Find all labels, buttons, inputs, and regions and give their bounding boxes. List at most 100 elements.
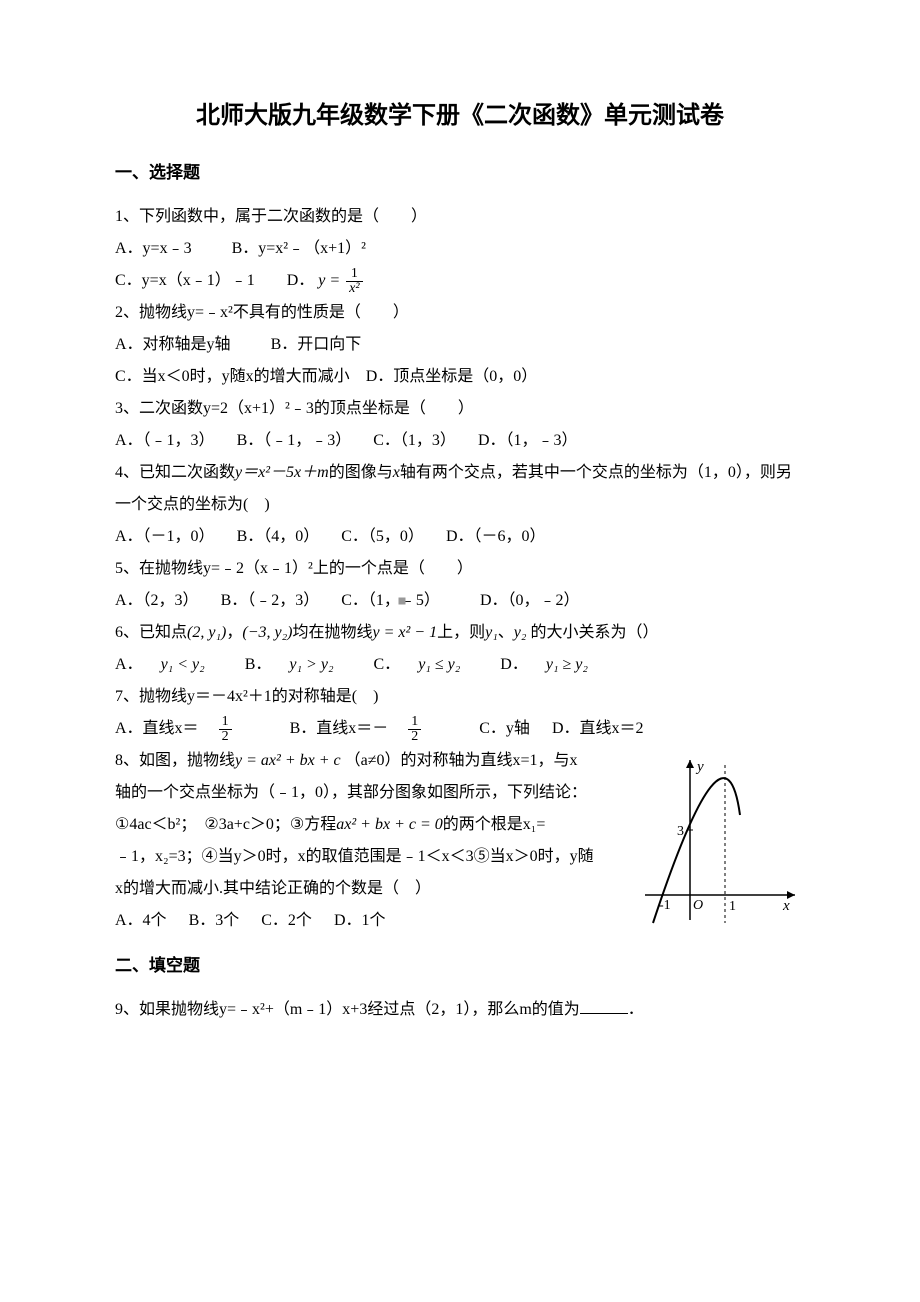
q8-l1b: （a≠0）的对称轴为直线x=1，与x [345, 752, 578, 769]
q1-d-den: x² [346, 282, 362, 296]
label-m1: -1 [659, 898, 671, 913]
label-3: 3 [677, 824, 684, 839]
q3-opt-c: C．（1，3） [373, 432, 456, 449]
q6-c-expr: y₁ ≤ y₂ [418, 656, 460, 673]
q4-options: A．（－1，0） B．（4，0） C．（5，0） D．（－6，0） [115, 521, 805, 553]
q7-b-num: 1 [408, 715, 421, 730]
label-x: x [782, 898, 790, 914]
q6-s4: 的大小关系为（） [526, 624, 658, 641]
q8-l1: 8、如图，抛物线y = ax² + bx + c （a≠0）的对称轴为直线x=1… [115, 745, 625, 777]
q3-opt-a: A．（﹣1，3） [115, 432, 215, 449]
q6-s2: 均在抛物线 [292, 624, 372, 641]
section-1-heading: 一、选择题 [115, 158, 805, 183]
q8-l3b: 的两个根是x₁= [443, 816, 546, 833]
label-y: y [695, 759, 704, 775]
q7-b-frac: 12 [408, 715, 439, 744]
section-2-heading: 二、填空题 [115, 951, 805, 976]
q1-opt-d-left: y = [318, 272, 340, 289]
q7-opt-d: D．直线x＝2 [552, 720, 644, 737]
q2-opt-d: D．顶点坐标是（0，0） [366, 368, 538, 385]
q8-text: 8、如图，抛物线y = ax² + bx + c （a≠0）的对称轴为直线x=1… [115, 745, 625, 937]
q8-l5: x的增大而减小.其中结论正确的个数是（ ） [115, 873, 625, 905]
q6-opt-b: B． y₁ > y₂ [245, 656, 352, 673]
q1-opt-b: B．y=x²﹣（x+1）² [232, 240, 366, 257]
q6-a-lbl: A． [115, 656, 143, 673]
q6-s1: 6、已知点 [115, 624, 187, 641]
q1-opt-d-prefix: D． [287, 272, 315, 289]
q2-opt-a: A．对称轴是y轴 [115, 336, 231, 353]
document-title: 北师大版九年级数学下册《二次函数》单元测试卷 [115, 95, 805, 130]
q9-blank [580, 999, 628, 1014]
q4-s1: 4、已知二次函数 [115, 464, 235, 481]
q9-tail: ． [628, 1001, 644, 1018]
q8-expr1: y = ax² + bx + c [235, 752, 341, 769]
q5-opt-c: C．（1，﹣5） [341, 592, 440, 609]
q4-opt-d: D．（－6，0） [446, 528, 546, 545]
q8-block: 8、如图，抛物线y = ax² + bx + c （a≠0）的对称轴为直线x=1… [115, 745, 805, 937]
watermark-dot [398, 597, 405, 604]
q7-opt-a: A．直线x＝12 [115, 720, 272, 737]
q3-options: A．（﹣1，3） B．（﹣1，﹣3） C．（1，3） D．（1，﹣3） [115, 425, 805, 457]
q1-opt-d-frac: 1 x² [346, 267, 362, 296]
q7-stem: 7、抛物线y＝－4x²＋1的对称轴是( ) [115, 681, 805, 713]
q4-opt-b: B．（4，0） [237, 528, 320, 545]
q6-c-lbl: C． [374, 656, 401, 673]
q7-opt-b: B．直线x＝－12 [290, 720, 462, 737]
q6-comma: ， [226, 624, 242, 641]
q8-l1a: 8、如图，抛物线 [115, 752, 235, 769]
q4-expr: y＝x²－5x＋m [235, 464, 329, 481]
q2-row2: C．当x＜0时，y随x的增大而减小 D．顶点坐标是（0，0） [115, 361, 805, 393]
q7-a-num: 1 [219, 715, 232, 730]
label-O: O [693, 898, 703, 913]
q6-b-expr: y₁ > y₂ [289, 656, 333, 673]
q2-opt-b: B．开口向下 [271, 336, 362, 353]
q8-opt-d: D．1个 [334, 912, 386, 929]
q6-s3: 上，则 [437, 624, 485, 641]
q6-p1: (2, y₁) [187, 624, 226, 641]
q8-l3a: ①4ac＜b²； ②3a+c＞0；③方程 [115, 816, 336, 833]
q2-opt-c: C．当x＜0时，y随x的增大而减小 [115, 368, 350, 385]
q3-opt-b: B．（﹣1，﹣3） [237, 432, 352, 449]
q5-options: A．（2，3） B．（﹣2，3） C．（1，﹣5） D．（0，﹣2） [115, 585, 805, 617]
q6-y2: y₂ [514, 624, 527, 641]
q5-opt-a: A．（2，3） [115, 592, 199, 609]
q2-row1: A．对称轴是y轴 B．开口向下 [115, 329, 805, 361]
q8-l2: 轴的一个交点坐标为（﹣1，0），其部分图象如图所示，下列结论： [115, 777, 625, 809]
q6-opt-a: A． y₁ < y₂ [115, 656, 223, 673]
q1-options-row1: A．y=x﹣3 B．y=x²﹣（x+1）² [115, 233, 805, 265]
q6-d-expr: y₁ ≥ y₂ [546, 656, 588, 673]
q1-opt-a: A．y=x﹣3 [115, 240, 192, 257]
q5-opt-d: D．（0，﹣2） [480, 592, 580, 609]
q4-stem: 4、已知二次函数y＝x²－5x＋m的图像与x轴有两个交点，若其中一个交点的坐标为… [115, 457, 805, 521]
q6-p2: (−3, y₂) [242, 624, 292, 641]
q6-expr: y = x² − 1 [373, 624, 438, 641]
q7-options: A．直线x＝12 B．直线x＝－12 C．y轴 D．直线x＝2 [115, 713, 805, 745]
label-1: 1 [729, 899, 736, 914]
q6-opt-d: D． y₁ ≥ y₂ [500, 656, 606, 673]
q8-l3: ①4ac＜b²； ②3a+c＞0；③方程ax² + bx + c = 0的两个根… [115, 809, 625, 841]
q9: 9、如果抛物线y=﹣x²+（m﹣1）x+3经过点（2，1），那么m的值为 ． [115, 994, 805, 1026]
q6-d-lbl: D． [500, 656, 528, 673]
q6-b-lbl: B． [245, 656, 272, 673]
q5-opt-b: B．（﹣2，3） [221, 592, 320, 609]
q7-a-pre: A．直线x＝ [115, 720, 199, 737]
q1-d-num: 1 [346, 267, 362, 282]
q1-stem: 1、下列函数中，属于二次函数的是（ ） [115, 201, 805, 233]
q6-opt-c: C． y₁ ≤ y₂ [374, 656, 479, 673]
y-arrow [686, 760, 694, 768]
parabola-graph: x y 3 -1 1 O [635, 745, 805, 935]
q6-sep: 、 [498, 624, 514, 641]
q7-a-frac: 12 [219, 715, 250, 744]
q7-a-den: 2 [219, 730, 232, 744]
q9-stem: 9、如果抛物线y=﹣x²+（m﹣1）x+3经过点（2，1），那么m的值为 [115, 1001, 580, 1018]
q6-options: A． y₁ < y₂ B． y₁ > y₂ C． y₁ ≤ y₂ D． y₁ ≥ y₂ [115, 649, 805, 681]
q5-opt-c-wrap: C．（1，﹣5） [341, 592, 462, 609]
q1-options-row2: C．y=x（x﹣1）﹣1 D． y = 1 x² [115, 265, 805, 297]
q6-a-expr: y₁ < y₂ [161, 656, 205, 673]
q8-l4: ﹣1，x₂=3；④当y＞0时，x的取值范围是﹣1＜x＜3⑤当x＞0时，y随 [115, 841, 625, 873]
q7-opt-c: C．y轴 [479, 720, 530, 737]
q8-opt-b: B．3个 [189, 912, 240, 929]
q8-opt-c: C．2个 [261, 912, 312, 929]
q3-stem: 3、二次函数y=2（x+1）²﹣3的顶点坐标是（ ） [115, 393, 805, 425]
q7-b-den: 2 [408, 730, 421, 744]
